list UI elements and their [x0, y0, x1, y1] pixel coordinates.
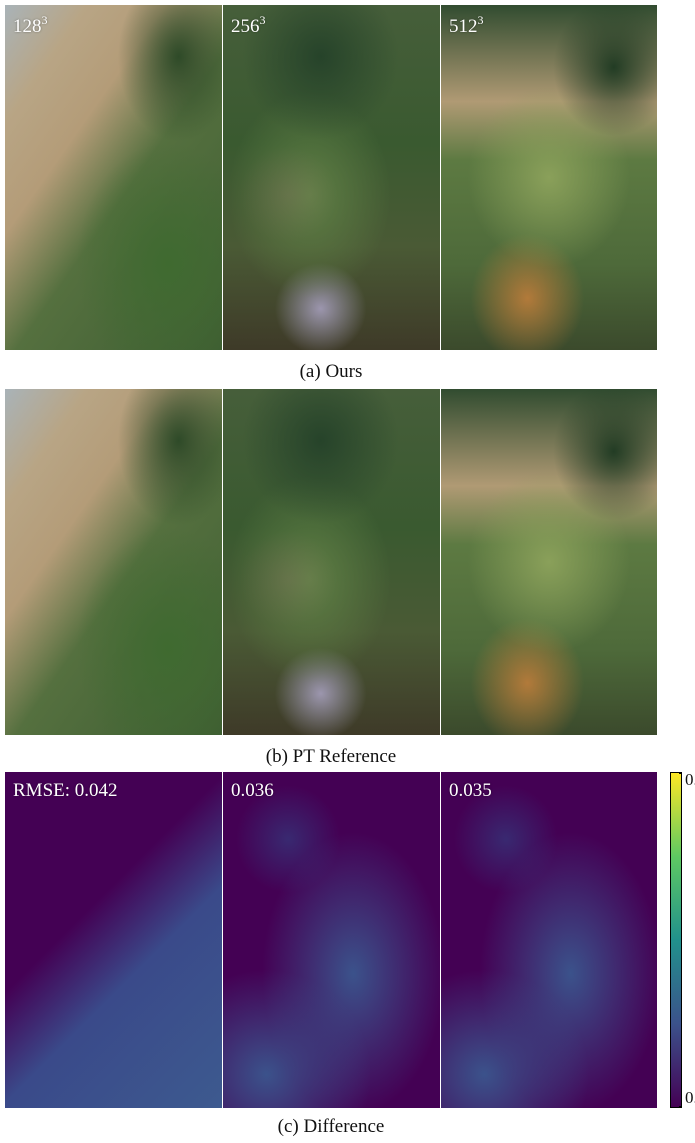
image-panel: 5123: [441, 5, 657, 350]
panel-label: 5123: [449, 13, 484, 38]
caption: (c) Difference: [0, 1116, 662, 1138]
panel-label: 0.035: [449, 780, 492, 802]
colorbar: [670, 772, 682, 1108]
panel-label: 0.036: [231, 780, 274, 802]
image-panel: 1283: [5, 5, 222, 350]
image-panel: [441, 389, 657, 735]
difference-panel: 0.035: [441, 772, 657, 1108]
image-panel: [5, 389, 222, 735]
difference-panel: RMSE: 0.042: [5, 772, 222, 1108]
panel-label: RMSE: 0.042: [13, 780, 118, 802]
colorbar-label: 0.0: [685, 1088, 695, 1108]
colorbar-tick: [679, 1106, 682, 1107]
difference-panel: 0.036: [223, 772, 440, 1108]
figure: 1283 2563 5123 (a) Ours (b) PT Reference…: [0, 0, 695, 1143]
panel-label: 2563: [231, 13, 266, 38]
image-panel: [223, 389, 440, 735]
colorbar-label: 0.25: [685, 770, 695, 790]
caption: (b) PT Reference: [0, 746, 662, 768]
colorbar-tick: [679, 773, 682, 774]
image-panel: 2563: [223, 5, 440, 350]
panel-label: 1283: [13, 13, 48, 38]
caption: (a) Ours: [0, 361, 662, 383]
